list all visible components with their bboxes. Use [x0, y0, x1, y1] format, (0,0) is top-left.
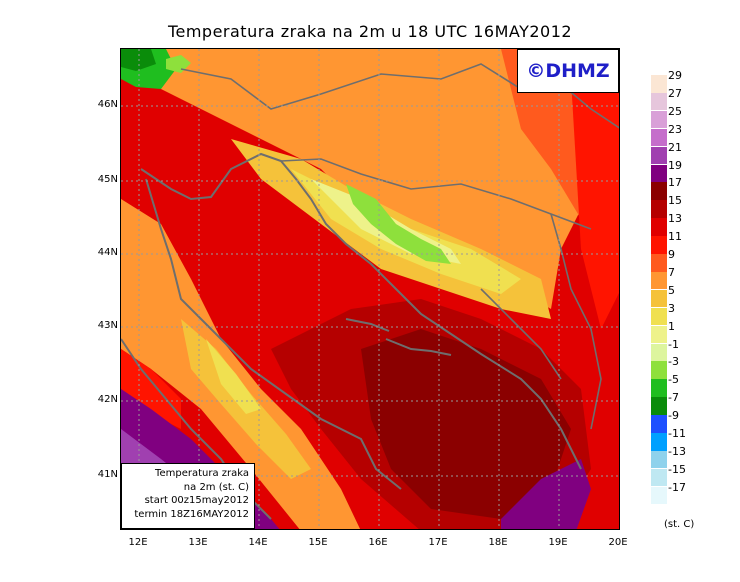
field-red-tyrrhenian — [121, 349, 181, 429]
legend-label: -3 — [668, 355, 679, 369]
lat-label: 44N — [97, 247, 118, 258]
border-south — [480, 288, 562, 380]
legend-label: 25 — [668, 104, 682, 118]
legend-swatch — [651, 75, 667, 93]
legend-label: -1 — [668, 337, 679, 351]
field-green-velebit — [346, 184, 451, 264]
graticule — [121, 49, 619, 529]
legend-unit: (st. C) — [664, 519, 695, 530]
legend-swatch — [651, 486, 667, 505]
info-line-2: na 2m (st. C) — [183, 481, 249, 493]
lon-label: 15E — [308, 537, 328, 548]
legend-swatch — [651, 433, 667, 451]
legend-swatch — [651, 379, 667, 397]
legend-swatch — [651, 271, 667, 290]
legend-label: 17 — [668, 176, 682, 190]
legend-swatch — [651, 110, 667, 129]
lon-label: 19E — [548, 537, 568, 548]
info-line-4: termin 18Z16MAY2012 — [134, 508, 249, 520]
legend-label: 15 — [668, 194, 682, 208]
legend-label: -7 — [668, 391, 679, 405]
field-yellow-apennines-core — [206, 339, 261, 414]
legend-swatch — [651, 92, 667, 111]
legend-swatch — [651, 325, 667, 344]
legend-label: 23 — [668, 122, 682, 136]
legend-swatch — [651, 289, 667, 308]
legend-label: -9 — [668, 409, 679, 423]
legend-label: 7 — [668, 265, 675, 279]
legend-swatch — [651, 397, 667, 415]
field-red-east — [571, 69, 619, 329]
legend-swatch — [651, 236, 667, 254]
legend-label: 19 — [668, 158, 682, 172]
coast-island-1 — [385, 338, 452, 356]
lat-label: 42N — [97, 394, 118, 405]
legend-swatch — [651, 415, 667, 433]
coast-italy-east — [145, 178, 402, 490]
legend-label: 5 — [668, 283, 675, 297]
legend-swatch — [651, 164, 667, 182]
legend-swatch — [651, 450, 667, 469]
field-green-patch-nw — [166, 55, 191, 73]
lon-label: 12E — [128, 537, 148, 548]
dhmz-watermark: ©DHMZ — [517, 49, 619, 93]
legend-label: 27 — [668, 86, 682, 100]
border-croatia-bih — [280, 158, 592, 230]
legend-label: 21 — [668, 140, 682, 154]
lat-label: 46N — [97, 99, 118, 110]
legend-swatch — [651, 254, 667, 272]
legend-label: -15 — [668, 462, 686, 476]
legend-label: 9 — [668, 248, 675, 261]
lon-label: 17E — [428, 537, 448, 548]
legend-label: -11 — [668, 427, 686, 440]
legend-swatch — [651, 343, 667, 361]
legend-label: -13 — [668, 444, 686, 458]
legend-label: -17 — [668, 480, 686, 494]
lon-label: 14E — [248, 537, 268, 548]
temperature-map: ©DHMZ Temperatura zraka na 2m (st. C) st… — [120, 48, 620, 530]
field-orange-north — [161, 49, 619, 309]
field-orange-italy — [121, 199, 361, 529]
legend-swatch — [651, 128, 667, 147]
legend-swatch — [651, 468, 667, 487]
lon-label: 18E — [488, 537, 508, 548]
legend-swatch — [651, 182, 667, 200]
legend-label: 1 — [668, 319, 675, 333]
info-box: Temperatura zraka na 2m (st. C) start 00… — [121, 463, 255, 529]
legend-swatch — [651, 307, 667, 326]
legend-swatch — [651, 146, 667, 165]
lon-label: 13E — [188, 537, 208, 548]
legend-swatch — [651, 361, 667, 379]
info-line-3: start 00z15may2012 — [144, 495, 249, 506]
legend-label: -5 — [668, 373, 679, 387]
info-line-1: Temperatura zraka — [155, 468, 249, 479]
lon-label: 20E — [608, 537, 628, 548]
coast-island-2 — [345, 318, 390, 332]
page-title: Temperatura zraka na 2m u 18 UTC 16MAY20… — [167, 22, 573, 41]
legend-label: 11 — [668, 230, 682, 244]
legend-swatch — [651, 218, 667, 236]
lat-label: 43N — [97, 320, 118, 331]
legend-label: 29 — [668, 69, 682, 82]
temperature-field — [121, 49, 619, 529]
border-east — [550, 213, 602, 430]
coast-balkan — [140, 152, 582, 470]
field-purple-ionian — [501, 459, 591, 529]
lat-label: 45N — [97, 174, 118, 185]
legend-swatch — [651, 200, 667, 218]
legend-label: 3 — [668, 301, 675, 315]
lon-label: 16E — [368, 537, 388, 548]
lat-label: 41N — [97, 469, 118, 480]
legend-label: 13 — [668, 212, 682, 226]
